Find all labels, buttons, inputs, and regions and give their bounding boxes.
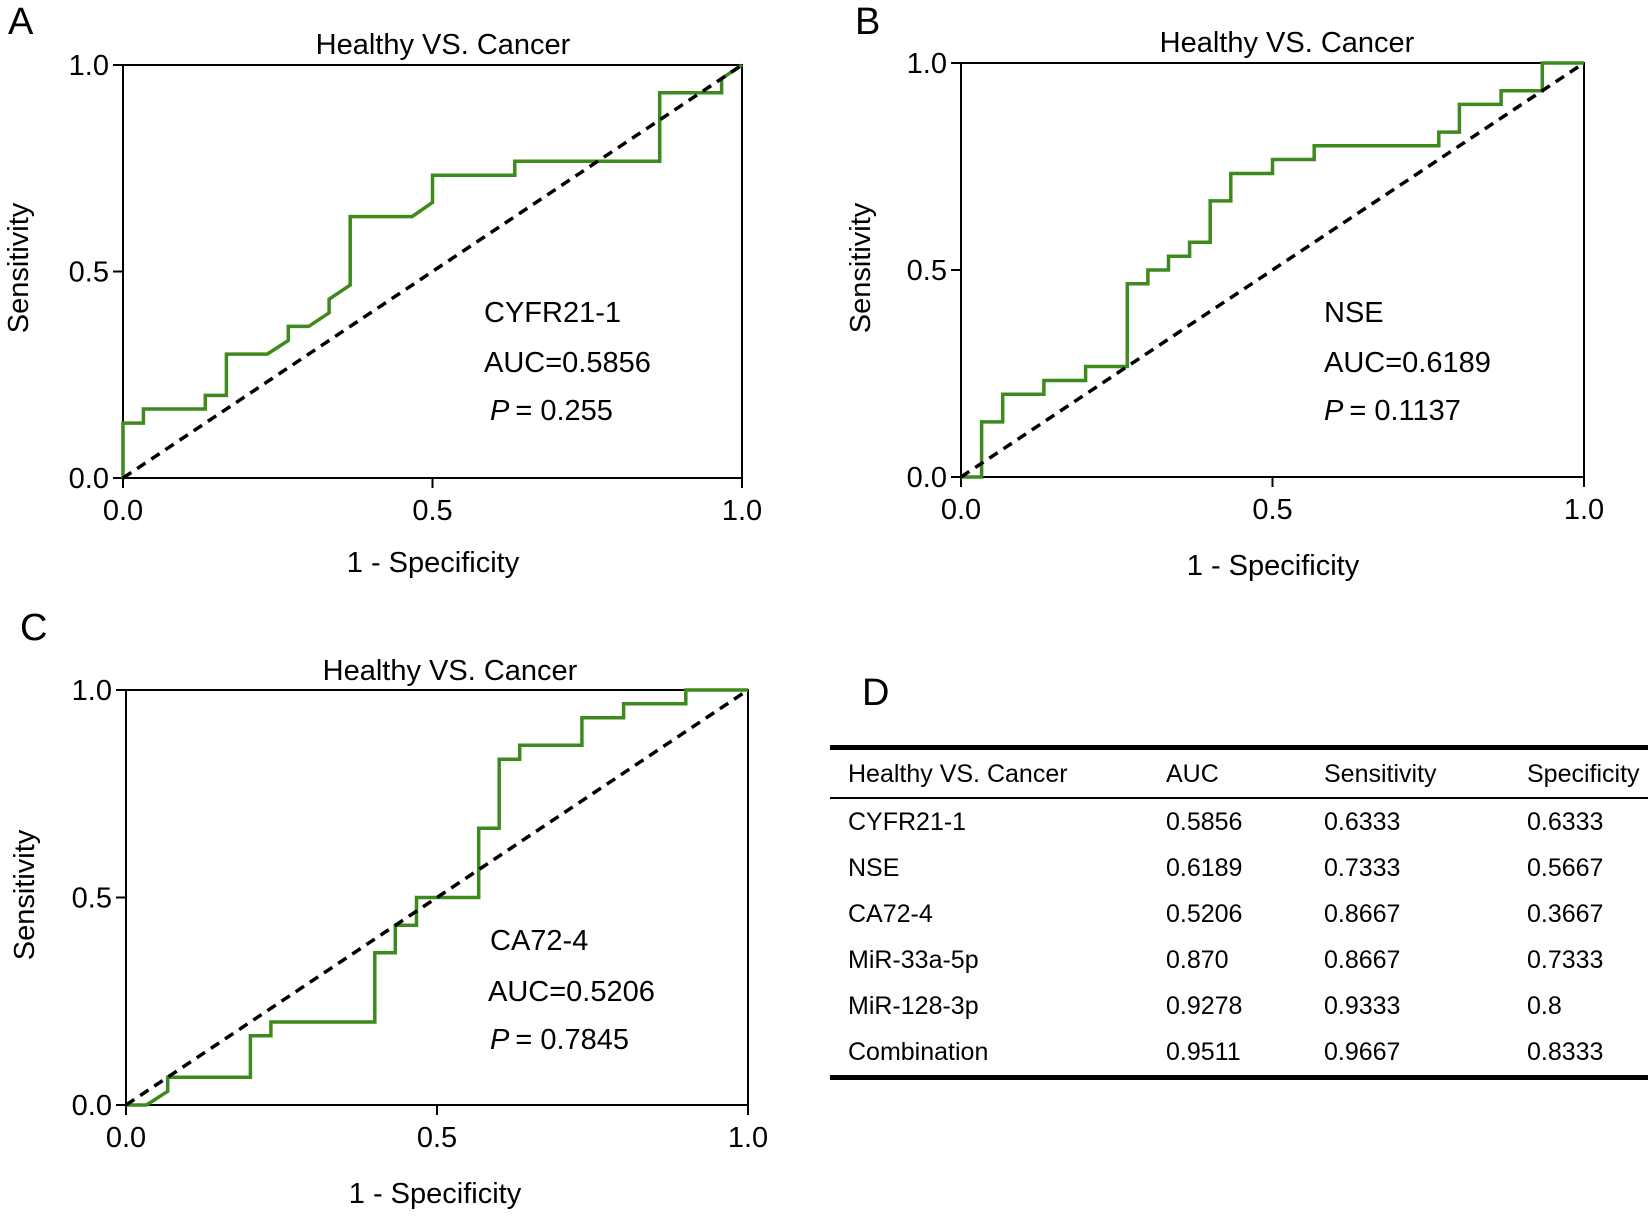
table-cell: NSE — [848, 854, 900, 882]
table-header-specificity: Specificity — [1509, 745, 1648, 799]
table-cell: 0.8333 — [1509, 1029, 1648, 1080]
table-cell: 0.8667 — [1324, 946, 1401, 974]
table-cell: Combination — [830, 1029, 1148, 1080]
table-header-group: Healthy VS. Cancer — [830, 745, 1148, 799]
panel-a-marker-label: CYFR21-1 — [484, 297, 621, 329]
panel-c-y-tick-label: 0.5 — [72, 883, 112, 915]
panel-a: A Healthy VS. Cancer Sensitivity 1 - Spe… — [3, 1, 762, 579]
panel-a-p-value: P = 0.255 — [490, 395, 613, 427]
panel-c-auc-label: AUC=0.5206 — [488, 976, 655, 1008]
panel-c-p-value: P = 0.7845 — [490, 1024, 629, 1056]
panel-a-reference-line — [122, 63, 743, 480]
panel-c-xlabel: 1 - Specificity — [349, 1178, 522, 1210]
panel-letter-c: C — [20, 607, 47, 649]
table-row: MiR-33a-5p 0.870 0.8667 0.7333 — [830, 937, 1648, 983]
panel-a-roc-curve — [121, 63, 743, 478]
panel-b-roc-curve — [961, 61, 1584, 479]
table-cell: 0.870 — [1166, 946, 1229, 974]
panel-a-y-tick-label: 0.5 — [69, 257, 109, 289]
panel-c-reference-line — [125, 688, 749, 1107]
panel-a-y-tick-label: 1.0 — [69, 50, 109, 82]
panel-a-x-tick-label: 0.5 — [412, 495, 452, 527]
panel-a-xlabel: 1 - Specificity — [347, 547, 520, 579]
table-cell: 0.7333 — [1527, 946, 1604, 974]
table-cell: 0.9333 — [1324, 992, 1401, 1020]
panel-c-y-tick-label: 1.0 — [72, 675, 112, 707]
panel-c-marker-label: CA72-4 — [490, 925, 588, 957]
panel-a-x-tick-label: 1.0 — [722, 495, 762, 527]
table-cell: 0.6189 — [1166, 854, 1243, 882]
panel-b-y-tick-label: 0.0 — [907, 462, 947, 494]
table-header-row: Healthy VS. Cancer AUC Sensitivity Speci… — [830, 745, 1648, 799]
panel-letter-a: A — [8, 1, 34, 43]
panel-b-x-tick-label: 0.0 — [941, 494, 981, 526]
panel-c-roc-curve — [126, 688, 748, 1107]
panel-c-x-tick-label: 0.0 — [106, 1122, 146, 1154]
panel-c-x-tick-label: 1.0 — [728, 1122, 768, 1154]
panel-c-x-tick-label: 0.5 — [417, 1122, 457, 1154]
panel-letter-d: D — [862, 672, 890, 714]
panel-b-reference-line — [960, 61, 1585, 479]
panel-b: B Healthy VS. Cancer Sensitivity 1 - Spe… — [845, 1, 1604, 582]
table-row: Combination 0.9511 0.9667 0.8333 — [830, 1029, 1648, 1080]
panel-b-marker-label: NSE — [1324, 297, 1384, 329]
table-cell: CA72-4 — [848, 900, 933, 928]
table-cell: 0.9511 — [1148, 1029, 1306, 1080]
panel-b-p-value: P = 0.1137 — [1324, 395, 1461, 427]
table-cell: 0.3667 — [1527, 900, 1604, 928]
table-cell: 0.9667 — [1306, 1029, 1509, 1080]
table-cell: 0.7333 — [1324, 854, 1401, 882]
panel-a-y-tick-label: 0.0 — [69, 463, 109, 495]
panel-c-y-tick-label: 0.0 — [72, 1090, 112, 1122]
panel-letter-b: B — [855, 1, 880, 43]
panel-c-title: Healthy VS. Cancer — [323, 655, 578, 687]
table-cell: 0.6333 — [1527, 808, 1604, 836]
table-cell: MiR-128-3p — [848, 992, 979, 1020]
panel-b-title: Healthy VS. Cancer — [1160, 27, 1415, 59]
table-cell: 0.5667 — [1527, 854, 1604, 882]
panel-b-auc-label: AUC=0.6189 — [1324, 347, 1491, 379]
table-header-sensitivity: Sensitivity — [1306, 745, 1509, 799]
panel-b-xlabel: 1 - Specificity — [1187, 550, 1360, 582]
panel-a-ylabel: Sensitivity — [3, 202, 35, 333]
panel-c: C Healthy VS. Cancer Sensitivity 1 - Spe… — [9, 607, 768, 1210]
panel-b-ylabel: Sensitivity — [845, 202, 877, 333]
table-row: NSE 0.6189 0.7333 0.5667 — [830, 845, 1648, 891]
panel-b-y-tick-label: 1.0 — [907, 48, 947, 80]
panel-c-ylabel: Sensitivity — [9, 829, 41, 960]
panel-b-x-tick-label: 1.0 — [1564, 494, 1604, 526]
panel-a-auc-label: AUC=0.5856 — [484, 347, 651, 379]
table-row: CYFR21-1 0.5856 0.6333 0.6333 — [830, 798, 1648, 845]
panel-a-title: Healthy VS. Cancer — [316, 29, 571, 61]
table-cell: MiR-33a-5p — [848, 946, 979, 974]
table-cell: 0.6333 — [1324, 808, 1401, 836]
table-cell: 0.5206 — [1166, 900, 1243, 928]
panel-b-x-tick-label: 0.5 — [1252, 494, 1292, 526]
table-cell: 0.8667 — [1324, 900, 1401, 928]
table-row: CA72-4 0.5206 0.8667 0.3667 — [830, 891, 1648, 937]
panel-a-x-tick-label: 0.0 — [103, 495, 143, 527]
results-table: Healthy VS. Cancer AUC Sensitivity Speci… — [830, 745, 1648, 1080]
table-row: MiR-128-3p 0.9278 0.9333 0.8 — [830, 983, 1648, 1029]
table-cell: 0.9278 — [1166, 992, 1243, 1020]
table-cell: 0.8 — [1527, 992, 1562, 1020]
table-cell: CYFR21-1 — [848, 808, 967, 836]
table-cell: 0.5856 — [1166, 808, 1243, 836]
panel-b-y-tick-label: 0.5 — [907, 255, 947, 287]
table-header-auc: AUC — [1148, 745, 1306, 799]
